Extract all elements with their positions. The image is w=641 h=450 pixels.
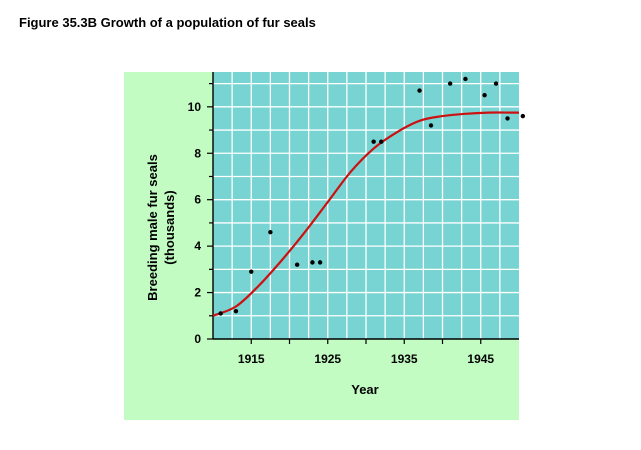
y-tick-label: 8 — [194, 146, 201, 160]
y-tick-label: 10 — [188, 100, 202, 114]
grid-lines — [213, 72, 519, 339]
y-tick-label: 6 — [194, 193, 201, 207]
data-point — [294, 262, 300, 267]
data-point — [493, 81, 499, 86]
x-axis-label: Year — [351, 382, 378, 397]
data-point — [482, 93, 487, 98]
y-tick-label: 2 — [194, 286, 201, 300]
data-point — [268, 230, 273, 235]
data-point — [505, 116, 510, 121]
data-point — [463, 76, 468, 82]
x-tick-label: 1945 — [467, 352, 494, 366]
x-tick-label: 1925 — [314, 352, 341, 366]
y-axis-label: Breeding male fur seals — [145, 154, 160, 301]
data-point — [379, 139, 384, 144]
data-point — [520, 113, 526, 119]
data-point — [310, 260, 315, 265]
data-point — [317, 260, 323, 265]
data-point — [249, 269, 254, 274]
y-axis-label-unit: (thousands) — [162, 190, 177, 264]
x-tick-label: 1915 — [238, 352, 265, 366]
tick-labels: 0 2 4 6 8 10 1915 1925 1935 1945 — [188, 100, 495, 366]
data-point — [233, 308, 239, 314]
data-points — [218, 76, 526, 316]
tick-marks — [207, 83, 482, 344]
y-tick-label: 4 — [194, 239, 201, 253]
data-point — [417, 88, 422, 93]
data-point — [218, 311, 223, 316]
data-point — [371, 139, 376, 144]
x-tick-label: 1935 — [391, 352, 418, 366]
fitted-growth-curve — [212, 111, 519, 317]
figure-title: Figure 35.3B Growth of a population of f… — [19, 15, 316, 30]
y-tick-label: 0 — [194, 332, 201, 346]
data-point — [447, 81, 453, 86]
data-point — [428, 123, 434, 128]
